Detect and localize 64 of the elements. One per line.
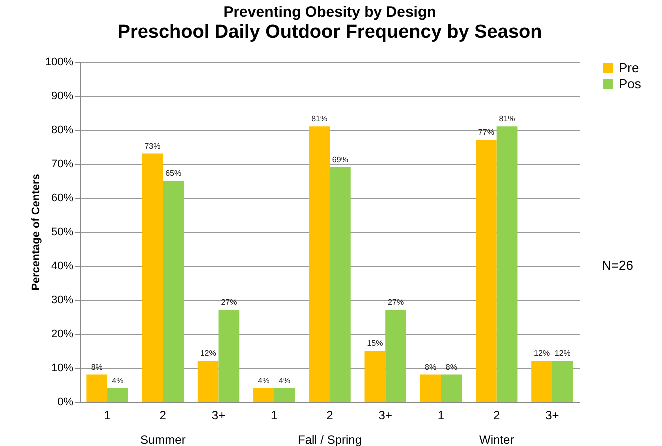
data-label: 27% xyxy=(388,298,404,308)
chart-subtitle: Preschool Daily Outdoor Frequency by Season xyxy=(118,22,542,43)
bar xyxy=(496,126,518,402)
y-tick-label: 100% xyxy=(45,56,74,68)
data-label: 4% xyxy=(112,376,124,386)
legend-label: Pos xyxy=(619,76,642,92)
data-label: 8% xyxy=(446,362,458,372)
data-label: 12% xyxy=(534,349,550,358)
bar xyxy=(198,361,219,402)
text: Summer xyxy=(140,433,186,446)
x-tick-label: 3+ xyxy=(546,408,560,422)
data-label: 27% xyxy=(221,298,238,308)
bar xyxy=(386,310,406,402)
data-label: 65% xyxy=(166,169,182,178)
data-label: 4% xyxy=(258,376,270,386)
bar xyxy=(254,388,274,402)
y-tick-label: 50% xyxy=(51,226,74,238)
bar xyxy=(274,388,296,402)
data-label: 81% xyxy=(312,114,328,124)
y-tick-label: 30% xyxy=(51,294,74,306)
y-tick-label: 90% xyxy=(51,90,74,102)
data-label: 4% xyxy=(279,376,291,386)
chart-title: Preventing Obesity by Design xyxy=(224,4,436,21)
legend-label: Pre xyxy=(619,60,640,76)
y-tick-label: 70% xyxy=(51,158,74,170)
bar xyxy=(532,361,552,402)
y-tick-label: 10% xyxy=(51,362,74,374)
data-label: 12% xyxy=(200,349,216,358)
bar xyxy=(330,167,351,402)
bar xyxy=(309,126,330,402)
data-label: 73% xyxy=(144,142,161,151)
data-label: 15% xyxy=(367,339,384,348)
bar xyxy=(218,310,240,402)
x-tick-label: 3+ xyxy=(378,408,392,422)
bar xyxy=(476,140,497,402)
y-tick-label: 40% xyxy=(51,260,74,272)
x-tick-label: 1 xyxy=(438,408,445,422)
text: Winter xyxy=(480,433,514,446)
data-label: 69% xyxy=(332,155,348,164)
bar xyxy=(441,374,462,402)
x-tick-label: 3+ xyxy=(212,408,226,422)
data-label: 8% xyxy=(425,362,437,372)
data-label: 77% xyxy=(478,128,494,138)
x-tick-label: 2 xyxy=(494,408,501,422)
data-label: 81% xyxy=(499,114,516,124)
bar xyxy=(163,181,184,402)
x-tick-label: 1 xyxy=(104,408,112,422)
bar xyxy=(86,374,108,402)
y-tick-label: 0% xyxy=(58,396,74,408)
x-tick-label: 2 xyxy=(326,408,334,422)
bar xyxy=(552,361,574,402)
bar xyxy=(142,154,164,402)
bar xyxy=(364,351,386,402)
x-tick-label: 1 xyxy=(271,408,278,422)
data-label: 8% xyxy=(91,362,103,372)
y-tick-label: 80% xyxy=(51,124,74,136)
text: N=26 xyxy=(602,258,634,273)
y-tick-label: 20% xyxy=(51,328,74,340)
x-tick-label: 2 xyxy=(160,408,167,422)
bar xyxy=(420,374,442,402)
data-label: 12% xyxy=(554,349,571,358)
y-tick-label: 60% xyxy=(51,192,74,204)
bar xyxy=(108,388,128,402)
y-axis-title: Percentage of Centers xyxy=(30,174,42,291)
